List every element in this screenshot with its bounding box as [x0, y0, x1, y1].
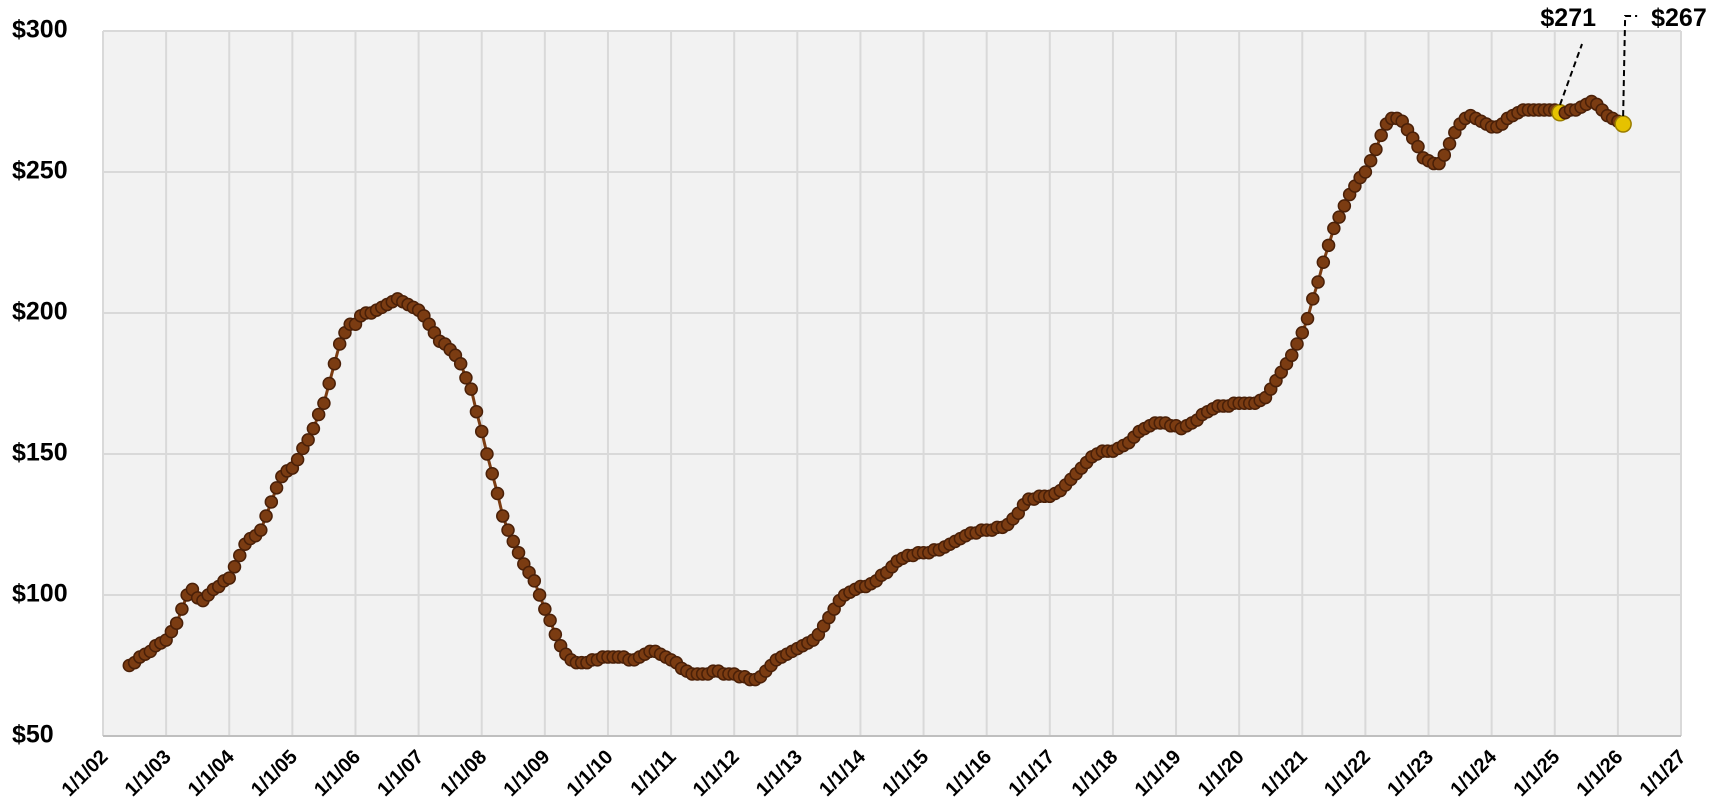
point: [474, 424, 489, 439]
point: [169, 616, 184, 630]
point: [453, 357, 468, 371]
x-tick-label: 1/1/18: [1068, 746, 1123, 801]
point: [254, 523, 268, 537]
point: [496, 509, 510, 523]
point: [1290, 337, 1304, 351]
x-tick-label: 1/1/13: [752, 746, 807, 801]
point: [459, 371, 473, 385]
point: [227, 560, 242, 574]
point: [259, 509, 273, 523]
point: [1321, 238, 1336, 253]
point: [269, 481, 284, 495]
point: [527, 574, 542, 588]
point: [1295, 325, 1310, 340]
point: [1306, 292, 1320, 306]
leader-line: [1559, 43, 1583, 106]
y-tick-label: $100: [12, 580, 68, 608]
x-tick-label: 1/1/27: [1636, 746, 1691, 801]
point: [1316, 255, 1331, 269]
point: [306, 421, 321, 436]
x-tick-label: 1/1/05: [247, 746, 302, 801]
x-tick-label: 1/1/21: [1257, 746, 1312, 801]
point: [1442, 137, 1457, 151]
point: [501, 523, 515, 537]
x-tick-label: 1/1/17: [1004, 746, 1059, 801]
x-tick-label: 1/1/14: [815, 745, 870, 800]
point: [543, 613, 557, 628]
point: [175, 602, 189, 616]
point: [1369, 142, 1383, 157]
point: [1327, 221, 1341, 236]
x-tick-label: 1/1/09: [499, 746, 554, 801]
point: [1358, 165, 1373, 179]
y-tick-label: $150: [12, 439, 68, 467]
leader-line: [1622, 15, 1638, 117]
y-tick-label: $300: [12, 16, 68, 44]
plot-area: [103, 31, 1681, 736]
point: [233, 548, 247, 563]
point: [1374, 128, 1388, 143]
y-tick-label: $200: [12, 298, 68, 326]
x-tick-label: 1/1/25: [1509, 746, 1564, 801]
point: [1437, 148, 1452, 162]
x-tick-label: 1/1/16: [941, 746, 996, 801]
data-label: $271: [1540, 4, 1596, 32]
point: [1411, 139, 1425, 154]
point: [506, 534, 521, 549]
point: [548, 627, 563, 642]
x-tick-label: 1/1/08: [436, 746, 491, 801]
data-label: $267: [1651, 4, 1707, 32]
x-tick-label: 1/1/10: [563, 746, 618, 801]
point: [1285, 348, 1299, 363]
point: [469, 404, 484, 419]
x-tick-label: 1/1/23: [1383, 746, 1438, 801]
point: [301, 433, 315, 447]
x-tick-label: 1/1/22: [1320, 746, 1375, 801]
point: [311, 407, 326, 422]
x-tick-label: 1/1/07: [373, 746, 428, 801]
point: [532, 588, 547, 602]
x-tick-label: 1/1/02: [58, 746, 113, 801]
x-tick-label: 1/1/03: [121, 746, 176, 801]
x-tick-label: 1/1/26: [1573, 746, 1628, 801]
point: [264, 495, 279, 509]
point: [490, 486, 505, 501]
point: [222, 571, 236, 585]
x-tick-label: 1/1/06: [310, 746, 365, 801]
point: [1363, 153, 1378, 168]
point: [327, 357, 342, 371]
point: [485, 466, 499, 481]
x-tick-label: 1/1/04: [184, 745, 239, 800]
x-tick-label: 1/1/12: [689, 746, 744, 801]
point: [511, 545, 526, 560]
y-tick-label: $50: [12, 721, 54, 749]
x-tick-label: 1/1/24: [1446, 745, 1501, 800]
y-tick-label: $250: [12, 157, 68, 185]
point: [480, 447, 494, 461]
highlight-point: [1614, 115, 1632, 133]
point: [1300, 311, 1315, 326]
x-tick-label: 1/1/20: [1194, 746, 1249, 801]
point: [1311, 275, 1325, 289]
point: [317, 396, 331, 410]
x-tick-label: 1/1/11: [627, 746, 681, 800]
point: [1337, 199, 1352, 213]
x-tick-label: 1/1/19: [1131, 746, 1186, 801]
x-tick-label: 1/1/15: [878, 746, 933, 801]
point: [290, 452, 305, 467]
point: [322, 376, 336, 391]
point: [1332, 210, 1346, 224]
point: [332, 337, 347, 351]
point: [538, 602, 552, 616]
point: [464, 382, 478, 396]
